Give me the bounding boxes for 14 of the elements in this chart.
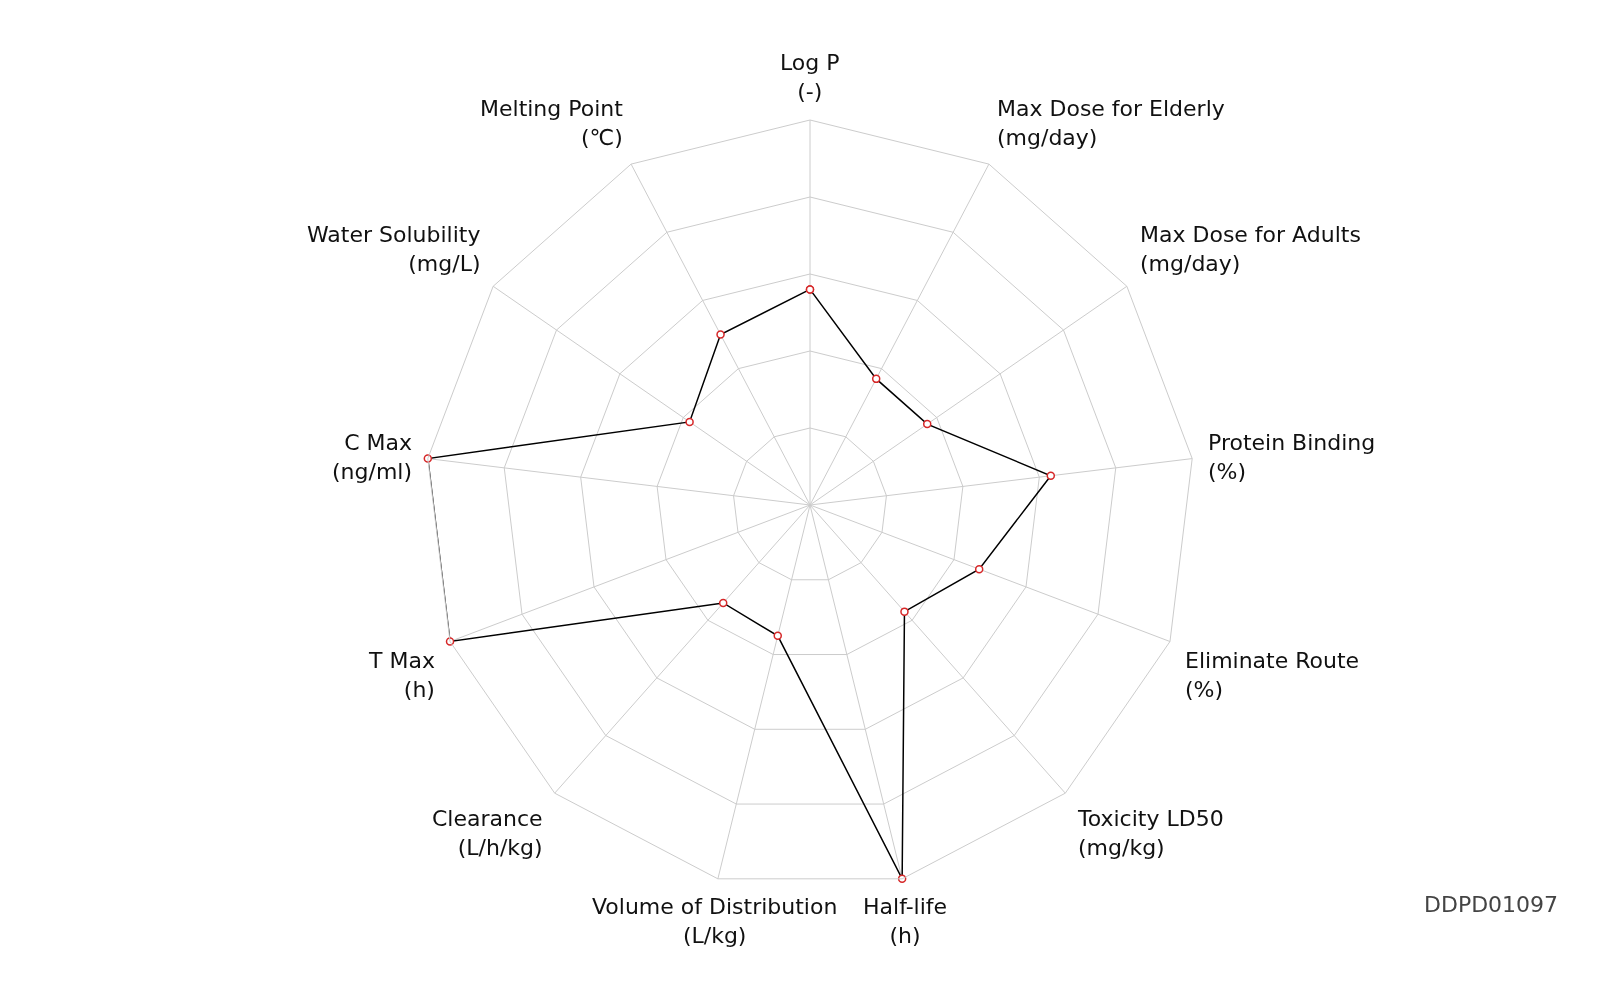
spoke-label: C Max (ng/ml) xyxy=(332,430,413,484)
spoke-label: Max Dose for Elderly (mg/day) xyxy=(997,96,1225,150)
spoke-label: Toxicity LD50 (mg/kg) xyxy=(1077,806,1224,860)
spoke-label: Melting Point (℃) xyxy=(480,96,624,150)
spoke-label: Protein Binding (%) xyxy=(1208,430,1376,484)
spoke-label: Eliminate Route (%) xyxy=(1185,648,1360,702)
spoke-label: Clearance (L/h/kg) xyxy=(432,806,543,860)
text: DDPD01097 xyxy=(1424,892,1559,917)
spoke-label: Half-life (h) xyxy=(863,894,948,948)
spoke-label: T Max (h) xyxy=(368,648,435,702)
spoke-label: Max Dose for Adults (mg/day) xyxy=(1140,222,1361,276)
spoke-label: Water Solubility (mg/L) xyxy=(307,222,481,276)
spoke-label: Log P (-) xyxy=(780,50,840,104)
spoke-label: Volume of Distribution (L/kg) xyxy=(592,894,838,948)
